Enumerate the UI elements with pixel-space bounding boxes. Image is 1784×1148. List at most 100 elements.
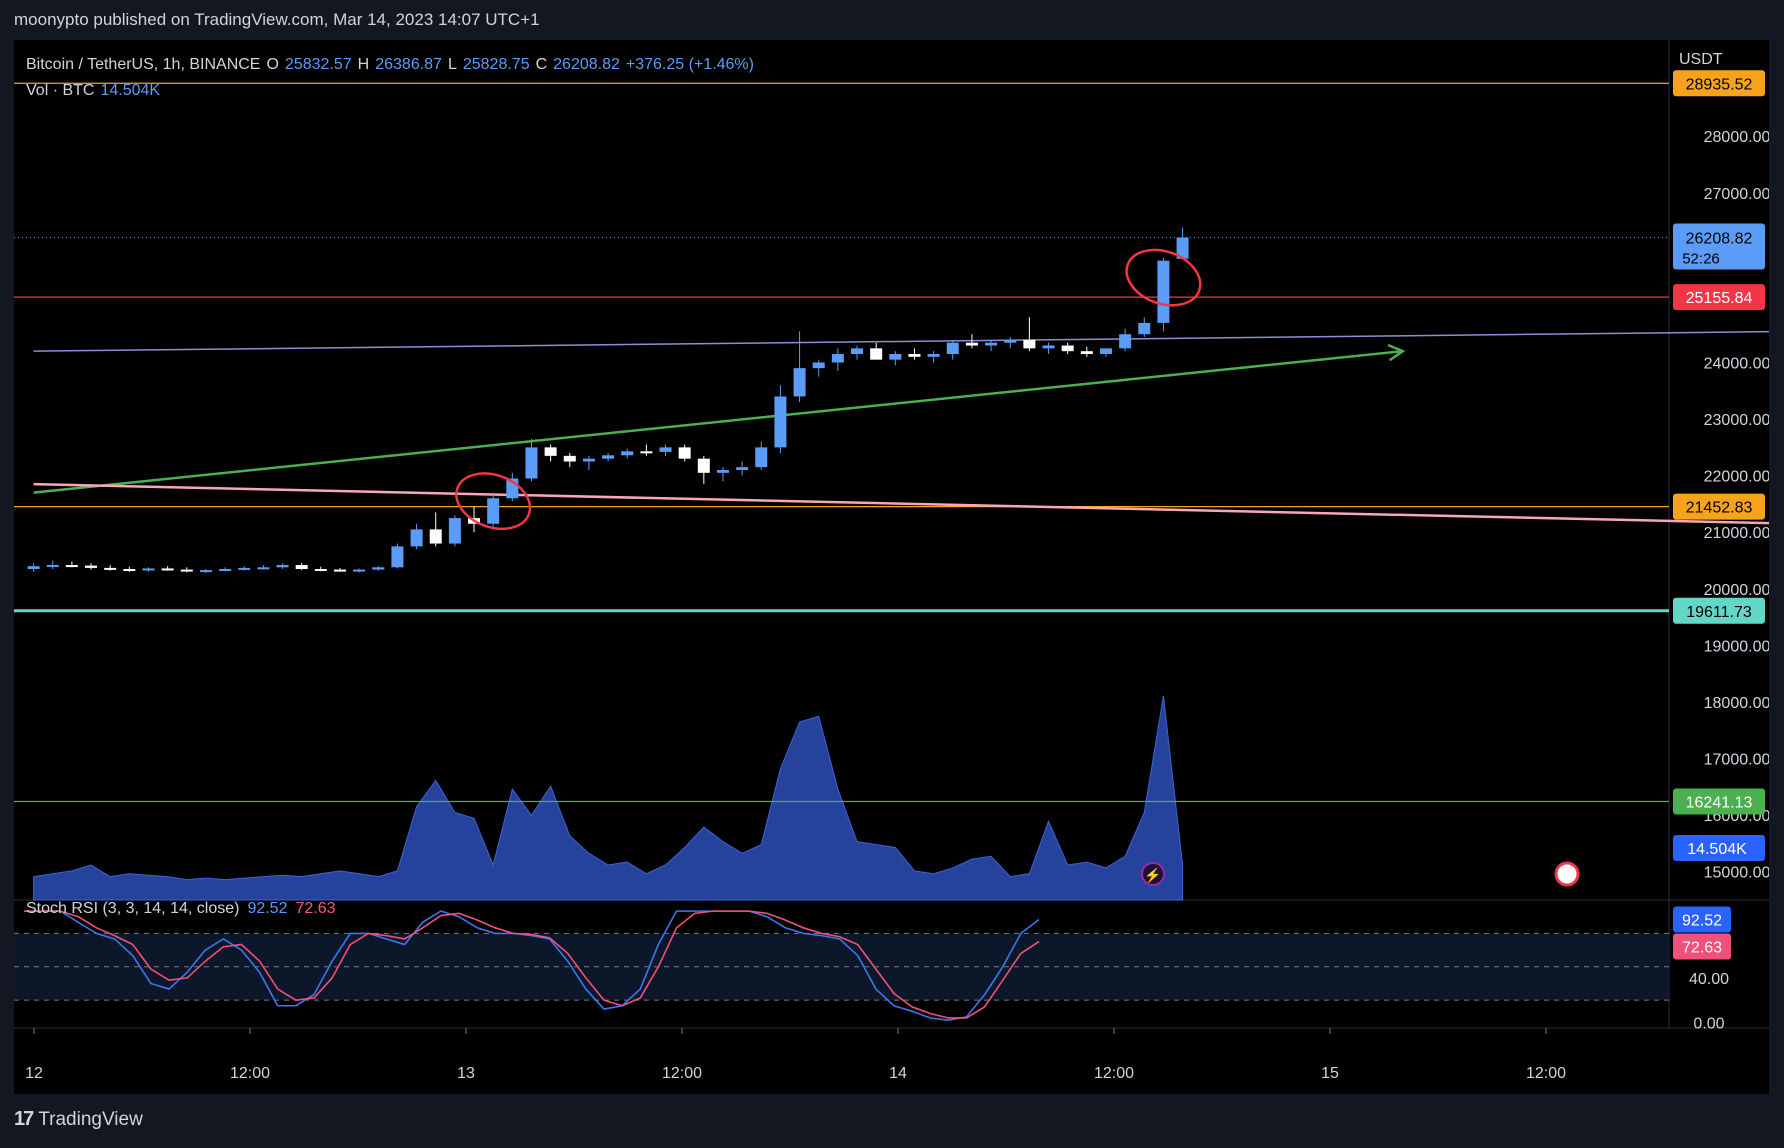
y-tick-label: 18000.00: [1704, 695, 1769, 712]
volume-label[interactable]: Vol · BTC: [26, 82, 95, 99]
candle-body[interactable]: [697, 458, 710, 473]
candle-body[interactable]: [142, 568, 155, 571]
candle-body[interactable]: [180, 569, 193, 572]
stoch-d-badge-label: 72.63: [1682, 939, 1722, 956]
candle-body[interactable]: [640, 451, 653, 454]
candle-body[interactable]: [429, 529, 442, 544]
highlight-circle[interactable]: [1119, 240, 1208, 315]
trendline[interactable]: [33, 330, 1769, 352]
candle-body[interactable]: [65, 565, 78, 568]
candle-body[interactable]: [1023, 339, 1036, 349]
candle-body[interactable]: [487, 498, 500, 524]
candle-body[interactable]: [1176, 237, 1189, 259]
x-tick-label: 12:00: [662, 1065, 702, 1082]
candle-body[interactable]: [985, 342, 998, 346]
symbol-label[interactable]: Bitcoin / TetherUS, 1h, BINANCE: [26, 56, 261, 73]
tradingview-logo-icon: 17: [14, 1108, 34, 1130]
candle-body[interactable]: [927, 354, 940, 357]
candle-body[interactable]: [448, 518, 461, 544]
candle-body[interactable]: [276, 565, 289, 568]
candle-body[interactable]: [1099, 348, 1112, 355]
x-tick-label: 13: [457, 1065, 475, 1082]
y-tick-label: 27000.00: [1704, 186, 1769, 203]
trendline[interactable]: [33, 482, 1769, 525]
candle-body[interactable]: [219, 569, 232, 572]
candle-body[interactable]: [582, 458, 595, 462]
candle-body[interactable]: [736, 467, 749, 470]
trendline[interactable]: [33, 349, 1403, 494]
candle-body[interactable]: [123, 569, 136, 572]
candle-body[interactable]: [716, 470, 729, 473]
candle-body[interactable]: [238, 567, 251, 570]
candle-body[interactable]: [372, 567, 385, 570]
y-tick-label: 17000.00: [1704, 752, 1769, 769]
candle-body[interactable]: [314, 569, 327, 572]
candle-body[interactable]: [946, 342, 959, 355]
candle-body[interactable]: [774, 396, 787, 448]
y-tick-label: 15000.00: [1704, 865, 1769, 882]
high-label: H: [357, 56, 370, 73]
candle-body[interactable]: [870, 348, 883, 360]
candle-body[interactable]: [908, 354, 921, 357]
candle-body[interactable]: [889, 354, 902, 360]
stoch-k-badge: [1673, 906, 1731, 933]
stoch-band: [14, 933, 1669, 1001]
candle-body[interactable]: [333, 569, 346, 572]
candle-body[interactable]: [678, 447, 691, 459]
level-price-label: 16241.13: [1686, 794, 1753, 811]
stoch-label[interactable]: Stoch RSI (3, 3, 14, 14, close): [26, 900, 240, 917]
y-tick-label: 19000.00: [1704, 638, 1769, 655]
candle-body[interactable]: [659, 447, 672, 452]
candle-body[interactable]: [410, 529, 423, 547]
close-value: 26208.82: [553, 56, 620, 73]
candle-body[interactable]: [755, 447, 768, 468]
stoch-k-line[interactable]: [24, 910, 1040, 1022]
level-price-badge: [1673, 597, 1765, 624]
candle-body[interactable]: [621, 451, 634, 456]
candle-body[interactable]: [831, 354, 844, 363]
candle-body[interactable]: [544, 447, 557, 456]
candle-body[interactable]: [1061, 345, 1074, 352]
y-tick-label: 28000.00: [1704, 129, 1769, 146]
lightning-icon[interactable]: [1141, 862, 1165, 886]
open-value: 25832.57: [284, 56, 352, 73]
candle-body[interactable]: [851, 348, 864, 355]
candle-body[interactable]: [85, 565, 98, 568]
candle-body[interactable]: [1138, 322, 1151, 335]
stoch-d-line[interactable]: [24, 910, 1040, 1019]
stoch-legend: Stoch RSI (3, 3, 14, 14, close) 92.52 72…: [26, 900, 336, 918]
last-price-badge: [1673, 223, 1765, 270]
candle-body[interactable]: [161, 568, 174, 571]
chart-frame[interactable]: USDT 15000.00 16000.00 17000.00 18000.00 1900…: [14, 40, 1769, 1094]
candle-body[interactable]: [965, 342, 978, 346]
candle-body[interactable]: [46, 565, 59, 568]
highlight-circle[interactable]: [449, 464, 538, 539]
candle-body[interactable]: [563, 455, 576, 462]
high-value: 26386.87: [375, 56, 442, 73]
candle-body[interactable]: [1119, 334, 1132, 349]
open-label: O: [266, 56, 279, 73]
candle-body[interactable]: [295, 565, 308, 570]
candle-body[interactable]: [104, 567, 117, 570]
candle-body[interactable]: [199, 570, 212, 573]
x-tick-label: 12:00: [1526, 1065, 1566, 1082]
candle-body[interactable]: [1042, 345, 1055, 349]
chart-svg[interactable]: USDT15000.0016000.0017000.0018000.001900…: [14, 40, 1769, 1094]
x-tick-label: 14: [889, 1065, 907, 1082]
candle-body[interactable]: [602, 455, 615, 459]
candle-body[interactable]: [1157, 260, 1170, 323]
volume-area: [33, 695, 1184, 901]
candle-body[interactable]: [257, 567, 270, 570]
us-flag-icon[interactable]: [1554, 861, 1580, 887]
candle-body[interactable]: [1080, 351, 1093, 355]
candle-body[interactable]: [27, 566, 40, 570]
candle-body[interactable]: [353, 569, 366, 572]
candle-body[interactable]: [1004, 339, 1017, 343]
candle-body[interactable]: [812, 362, 825, 369]
candle-body[interactable]: [793, 368, 806, 397]
x-tick-label: 12: [25, 1065, 43, 1082]
candle-body[interactable]: [525, 447, 538, 479]
brand-name: TradingView: [38, 1108, 143, 1130]
x-tick-label: 15: [1321, 1065, 1339, 1082]
candle-body[interactable]: [391, 546, 404, 568]
